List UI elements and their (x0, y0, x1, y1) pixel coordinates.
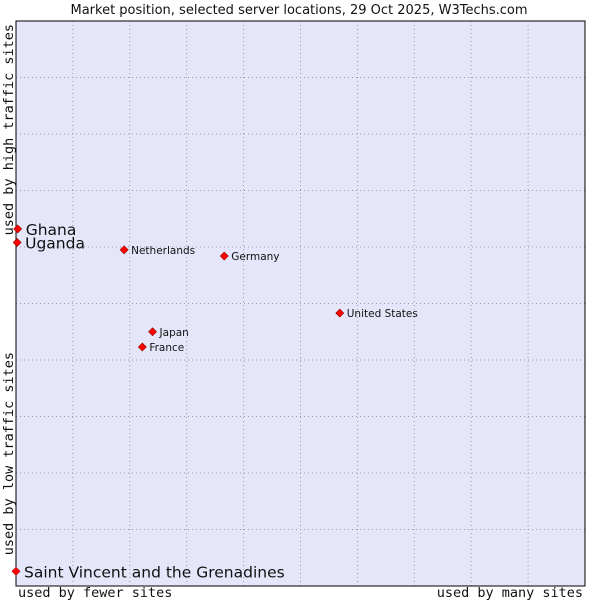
gridlines (16, 21, 585, 586)
point-japan (148, 327, 157, 337)
label-ghana: Ghana (26, 221, 77, 239)
x-axis-label-low: used by fewer sites (18, 585, 172, 600)
label-germany: Germany (231, 251, 279, 263)
point-germany (219, 251, 229, 261)
y-axis-label-low: used by low traffic sites (1, 352, 17, 555)
y-axis-label-high: used by high traffic sites (1, 24, 17, 235)
point-uganda (12, 238, 22, 247)
label-united-states: United States (347, 308, 418, 320)
point-united-states (335, 308, 345, 318)
label-japan: Japan (159, 327, 189, 339)
chart-title: Market position, selected server locatio… (70, 3, 527, 18)
x-axis-label-high: used by many sites (437, 585, 583, 600)
label-france: France (149, 342, 184, 354)
point-france (137, 342, 147, 352)
label-uganda: Uganda (25, 234, 85, 252)
plot-frame (15, 20, 586, 587)
point-netherlands (119, 245, 129, 255)
point-ghana (13, 224, 23, 234)
point-saint-vincent-and-the-grenadines (11, 566, 21, 576)
label-saint-vincent-and-the-grenadines: Saint Vincent and the Grenadines (24, 563, 285, 581)
label-netherlands: Netherlands (131, 245, 195, 257)
